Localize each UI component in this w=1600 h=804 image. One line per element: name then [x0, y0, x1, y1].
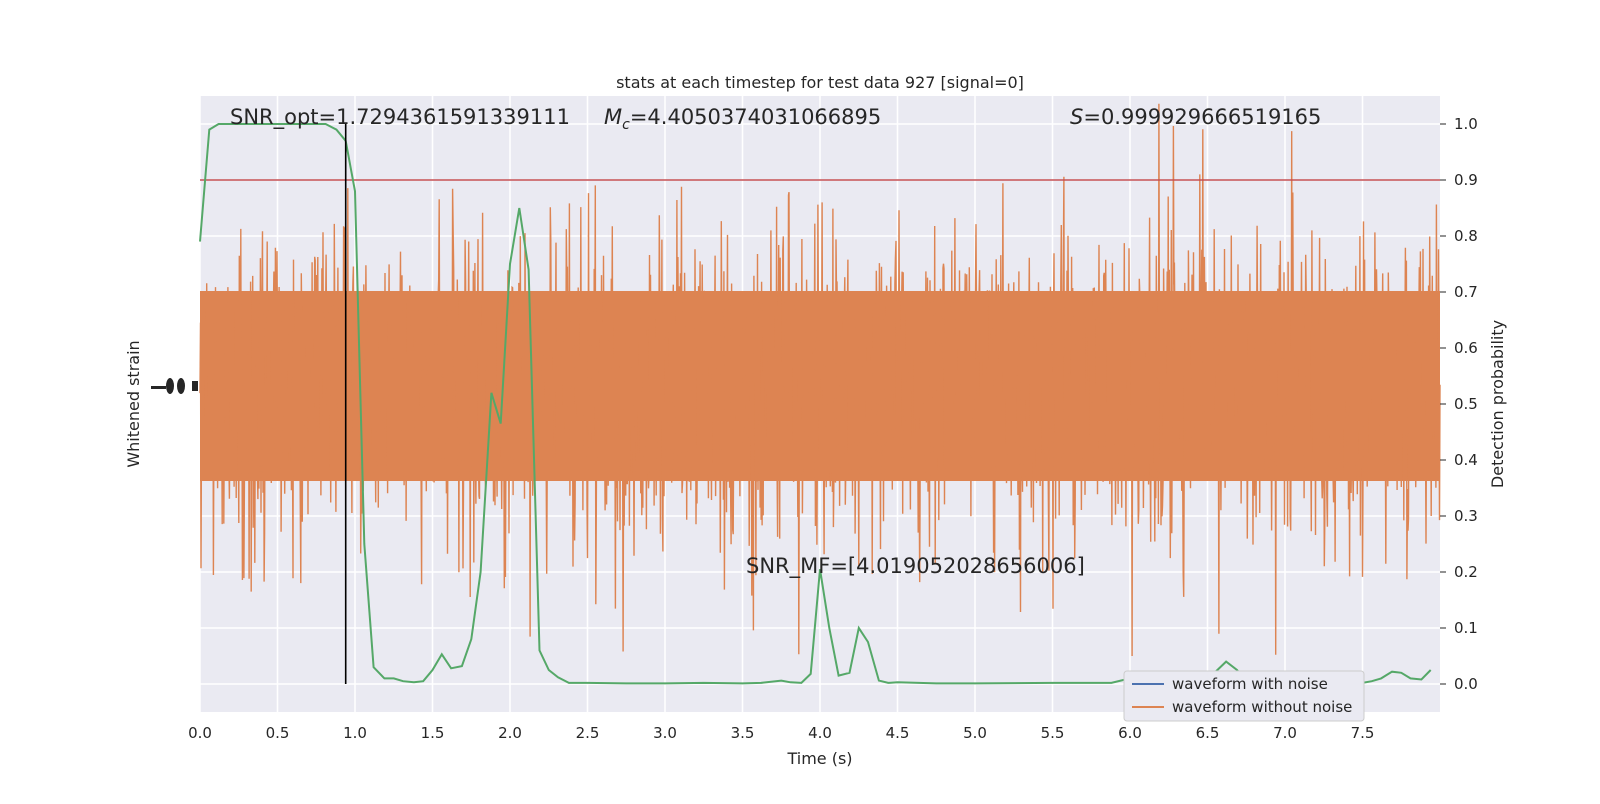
y-tick-label: 0.1 [1454, 619, 1478, 637]
x-tick-label: 4.5 [886, 724, 910, 742]
x-tick-label: 4.0 [808, 724, 832, 742]
left-axis-tick-glyphs [151, 378, 198, 394]
left-tick-glyph [192, 381, 198, 391]
x-tick-label: 0.5 [266, 724, 290, 742]
chirp-mass-symbol: M [604, 105, 622, 129]
x-tick-label: 6.5 [1196, 724, 1220, 742]
left-tick-glyph [177, 378, 185, 394]
snr-opt-annotation: SNR_opt=1.7294361591339111 [230, 105, 570, 130]
chirp-mass-value: =4.4050374031066895 [630, 105, 881, 129]
left-tick-glyph [166, 378, 174, 394]
score-value: =0.999929666519165 [1083, 105, 1321, 129]
y-tick-label: 0.0 [1454, 675, 1478, 693]
x-tick-label: 7.5 [1351, 724, 1375, 742]
x-tick-label: 2.0 [498, 724, 522, 742]
y-tick-label: 0.3 [1454, 507, 1478, 525]
x-tick-label: 1.5 [421, 724, 445, 742]
x-tick-label: 7.0 [1273, 724, 1297, 742]
y-tick-label: 0.8 [1454, 227, 1478, 245]
y-tick-label: 0.9 [1454, 171, 1478, 189]
chart-title: stats at each timestep for test data 927… [616, 73, 1024, 92]
x-tick-label: 0.0 [188, 724, 212, 742]
legend: waveform with noise waveform without noi… [1123, 670, 1365, 722]
snr-mf-annotation: SNR_MF=[4.019052028656006] [746, 554, 1085, 579]
x-tick-label: 3.0 [653, 724, 677, 742]
strain-waveform-without-noise [199, 103, 1441, 657]
y-tick-label: 0.5 [1454, 395, 1478, 413]
strain-series-group [199, 103, 1441, 657]
x-tick-label: 6.0 [1118, 724, 1142, 742]
x-tick-label: 2.5 [576, 724, 600, 742]
y-tick-labels: 0.0 0.1 0.2 0.3 0.4 0.5 0.6 0.7 0.8 0.9 1.0 [1440, 115, 1478, 693]
x-tick-label: 1.0 [343, 724, 367, 742]
score-annotation: S=0.999929666519165 [1070, 105, 1321, 129]
chirp-mass-subscript: c [622, 117, 630, 133]
legend-label-clean: waveform without noise [1172, 698, 1352, 716]
x-tick-label: 3.5 [731, 724, 755, 742]
score-symbol: S [1070, 105, 1083, 129]
x-tick-label: 5.5 [1041, 724, 1065, 742]
y-tick-label: 0.7 [1454, 283, 1478, 301]
y-axis-label-right: Detection probability [1488, 320, 1507, 488]
y-tick-label: 1.0 [1454, 115, 1478, 133]
y-axis-label-left: Whitened strain [124, 340, 143, 467]
chirp-mass-annotation: Mc=4.4050374031066895 [604, 105, 881, 133]
y-tick-label: 0.6 [1454, 339, 1478, 357]
x-axis-label: Time (s) [786, 749, 852, 768]
left-tick-glyph [151, 386, 166, 389]
legend-label-noise: waveform with noise [1172, 675, 1328, 693]
x-tick-label: 5.0 [963, 724, 987, 742]
y-tick-label: 0.2 [1454, 563, 1478, 581]
y-tick-label: 0.4 [1454, 451, 1478, 469]
legend-box [1123, 670, 1365, 722]
x-tick-labels: 0.0 0.5 1.0 1.5 2.0 2.5 3.0 3.5 4.0 4.5 5.0 5.5 6.0 6… [188, 724, 1374, 742]
